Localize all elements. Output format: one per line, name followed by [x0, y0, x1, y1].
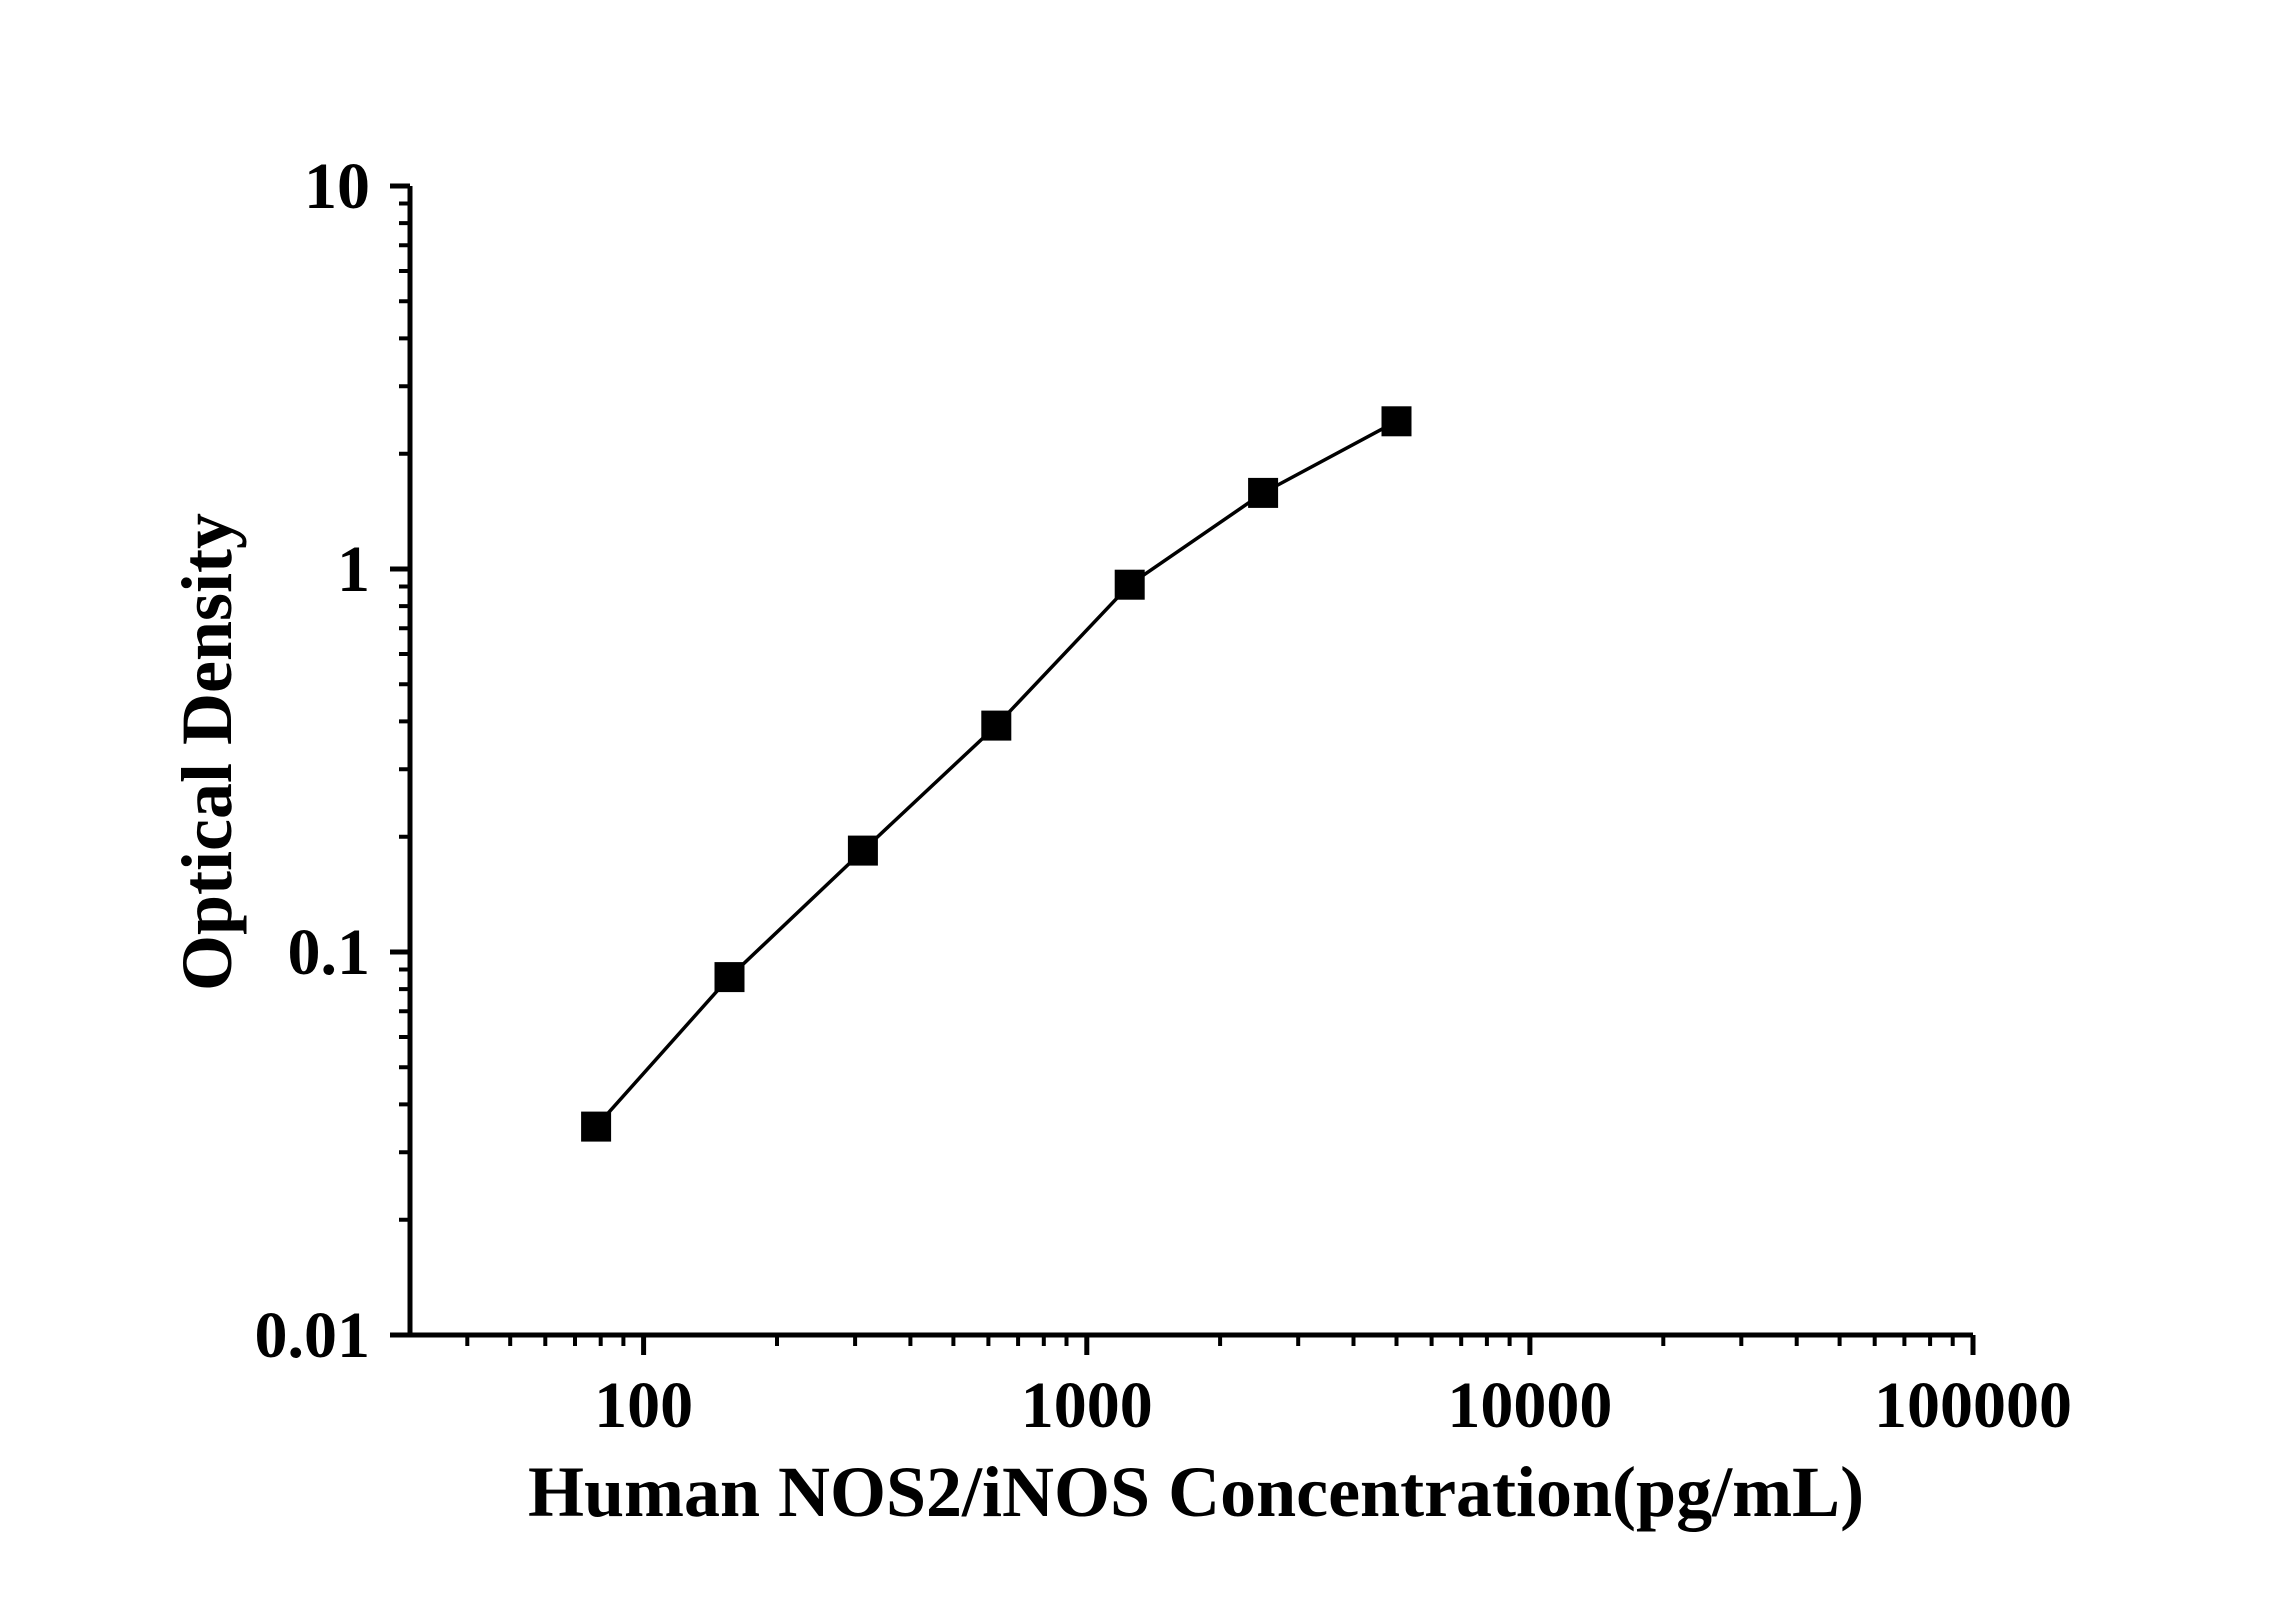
data-point-square-marker [1381, 406, 1412, 437]
major-tick-marks [390, 183, 1976, 1355]
x-tick-label: 10000 [1447, 1369, 1612, 1442]
axis-spine [407, 186, 1973, 1338]
data-point-square-marker [1248, 477, 1279, 508]
data-point-square-marker [981, 710, 1012, 741]
y-tick-label: 10 [304, 150, 370, 223]
data-point-square-marker [714, 962, 745, 993]
x-axis-title: Human NOS2/iNOS Concentration(pg/mL) [527, 1452, 1865, 1532]
data-point-square-marker [581, 1111, 612, 1142]
data-point-square-marker [1114, 569, 1145, 600]
x-tick-label: 1000 [1021, 1369, 1153, 1442]
major-ticks [390, 183, 1976, 1355]
y-tick-label: 0.01 [255, 1299, 371, 1372]
standard-curve-line [594, 419, 1398, 1128]
x-tick-label: 100 [594, 1369, 693, 1442]
data-point-square-marker [847, 835, 878, 866]
tick-labels: 100 1000 10000 100000 10 1 0.1 0.01 [255, 150, 2073, 1442]
y-axis-title: Optical Density [167, 513, 247, 991]
data-point-markers [581, 406, 1412, 1142]
minor-tick-marks [399, 201, 1955, 1346]
y-tick-label: 1 [337, 533, 370, 606]
x-tick-label: 100000 [1874, 1369, 2072, 1442]
y-tick-label: 0.1 [288, 916, 371, 989]
